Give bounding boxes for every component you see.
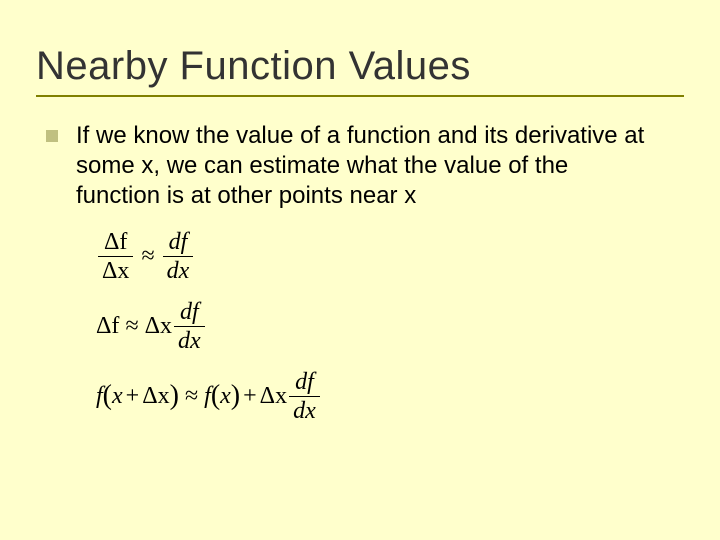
bullet-text: If we know the value of a function and i…	[76, 121, 656, 211]
numerator: df	[165, 229, 192, 256]
numerator: df	[291, 369, 318, 396]
denominator: dx	[163, 256, 194, 284]
bullet-marker-icon	[46, 130, 58, 142]
delta-x: Δx	[142, 383, 169, 410]
approx-symbol: ≈	[125, 313, 138, 340]
open-paren: (	[103, 380, 112, 412]
delta-x: Δx	[260, 383, 287, 410]
denominator: dx	[289, 396, 320, 424]
title-underline	[36, 95, 684, 97]
open-paren: (	[211, 380, 220, 412]
delta-symbol: Δf	[104, 229, 127, 255]
delta-symbol: Δx	[102, 258, 129, 284]
slide: Nearby Function Values If we know the va…	[0, 0, 720, 540]
approx-symbol: ≈	[185, 383, 198, 410]
fraction: Δf Δx	[98, 229, 133, 285]
close-paren: )	[231, 380, 240, 412]
bullet-item: If we know the value of a function and i…	[46, 121, 684, 211]
func-f: f	[204, 383, 211, 410]
fraction: df dx	[163, 229, 194, 285]
equation-line-1: Δf Δx ≈ df dx	[96, 229, 684, 285]
equation-line-3: f ( x + Δx ) ≈ f ( x ) + Δx df dx	[96, 369, 684, 425]
arg-x: x	[112, 383, 123, 410]
fraction: df dx	[174, 299, 205, 355]
denominator: dx	[174, 326, 205, 354]
slide-title: Nearby Function Values	[36, 44, 684, 89]
plus-symbol: +	[243, 383, 257, 410]
equation-line-2: Δf ≈ Δx df dx	[96, 299, 684, 355]
delta-f: Δf	[96, 313, 119, 340]
delta-x: Δx	[145, 313, 172, 340]
close-paren: )	[170, 380, 179, 412]
approx-symbol: ≈	[141, 243, 154, 270]
numerator: df	[176, 299, 203, 326]
arg-x: x	[220, 383, 231, 410]
func-f: f	[96, 383, 103, 410]
plus-symbol: +	[126, 383, 140, 410]
equation-block: Δf Δx ≈ df dx Δf ≈ Δx df dx f ( x + Δx )	[96, 229, 684, 424]
fraction: df dx	[289, 369, 320, 425]
